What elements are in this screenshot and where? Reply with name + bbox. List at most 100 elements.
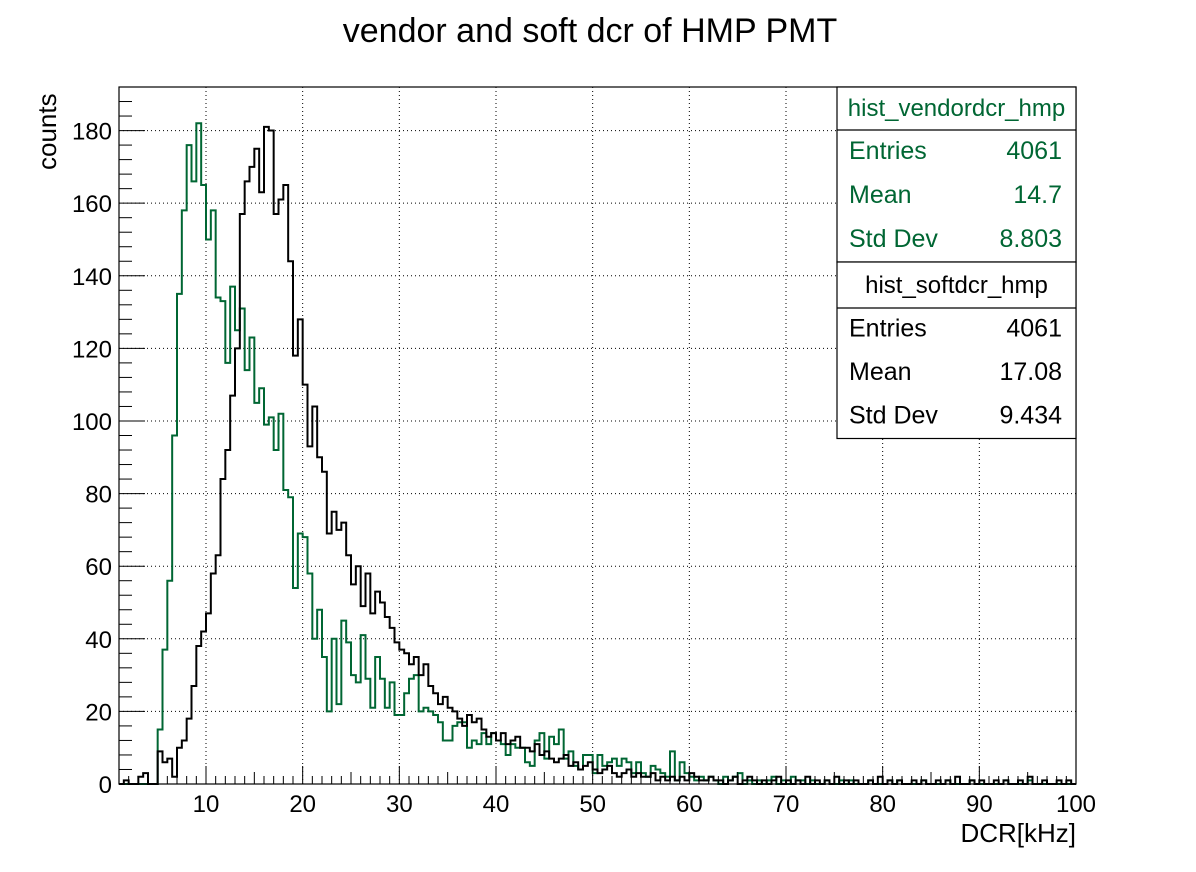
stats-box-hist_softdcr_hmp: hist_softdcr_hmp Entries 4061 Mean 17.08 Std … bbox=[836, 261, 1077, 440]
stats-box-title: hist_vendordcr_hmp bbox=[848, 95, 1065, 122]
y-tick-label: 40 bbox=[85, 627, 112, 654]
histogram-bin bbox=[269, 417, 274, 784]
histogram-bin bbox=[351, 584, 356, 784]
histogram-bin bbox=[424, 708, 429, 784]
histogram-bin bbox=[578, 769, 583, 784]
histogram-bin bbox=[351, 675, 356, 784]
histogram-bin bbox=[515, 748, 520, 784]
histogram-bin bbox=[254, 149, 259, 784]
histogram-bin bbox=[506, 755, 511, 784]
histogram-bin bbox=[457, 722, 462, 784]
stats-box-frame bbox=[836, 86, 1077, 263]
histogram-bin bbox=[206, 239, 211, 784]
histogram-bin bbox=[472, 722, 477, 784]
y-tick-label: 180 bbox=[72, 119, 112, 146]
histogram-bin bbox=[264, 425, 269, 784]
histogram-bin bbox=[569, 766, 574, 784]
histogram-bin bbox=[554, 744, 559, 784]
histogram-bin bbox=[337, 704, 342, 784]
histogram-bin bbox=[641, 777, 646, 784]
y-tick-label: 60 bbox=[85, 554, 112, 581]
x-tick-label: 20 bbox=[289, 791, 316, 818]
histogram-bin bbox=[269, 131, 274, 784]
stats-row-label: Entries bbox=[849, 315, 927, 343]
x-tick-label: 70 bbox=[773, 791, 800, 818]
stats-row-value: 4061 bbox=[1006, 315, 1062, 343]
histogram-bin bbox=[250, 337, 255, 784]
chart-title: vendor and soft dcr of HMP PMT bbox=[343, 12, 837, 50]
histogram-bin bbox=[216, 555, 221, 784]
histogram-bin bbox=[486, 744, 491, 784]
histogram-bin bbox=[399, 715, 404, 784]
histogram-bin bbox=[578, 769, 583, 784]
histogram-bin bbox=[259, 388, 264, 784]
stats-boxes: hist_vendordcr_hmp Entries 4061 Mean 14.7 Std… bbox=[836, 86, 1077, 440]
histogram-bin bbox=[235, 330, 240, 784]
stats-row-value: 14.7 bbox=[1013, 181, 1062, 209]
histogram-bin bbox=[409, 679, 414, 784]
histogram-bin bbox=[631, 777, 636, 784]
histogram-bin bbox=[457, 719, 462, 784]
histogram-bin bbox=[593, 773, 598, 784]
histogram-bin bbox=[264, 127, 269, 784]
histogram-bin bbox=[433, 715, 438, 784]
histogram-bin bbox=[274, 214, 279, 784]
x-tick-label: 100 bbox=[1056, 791, 1096, 818]
histogram-bin bbox=[245, 181, 250, 784]
y-tick-label: 80 bbox=[85, 482, 112, 509]
histogram-bin bbox=[646, 777, 651, 784]
histogram-bin bbox=[250, 167, 255, 784]
histogram-bin bbox=[356, 682, 361, 784]
stats-row-label: Mean bbox=[849, 181, 912, 209]
x-tick-label: 90 bbox=[966, 791, 993, 818]
histogram-bin bbox=[240, 308, 245, 784]
histogram-bin bbox=[370, 708, 375, 784]
histogram-bin bbox=[293, 588, 298, 784]
histogram-bin bbox=[225, 450, 230, 784]
histogram-bin bbox=[598, 773, 603, 784]
histogram-bin bbox=[617, 777, 622, 784]
histogram-bin bbox=[206, 613, 211, 784]
histogram-bin bbox=[404, 653, 409, 784]
x-tick-label: 80 bbox=[869, 791, 896, 818]
histogram-bin bbox=[496, 740, 501, 784]
stats-box-title: hist_softdcr_hmp bbox=[865, 272, 1048, 299]
stats-row-label: Std Dev bbox=[849, 402, 938, 430]
histogram-bin bbox=[496, 740, 501, 784]
histogram-bin bbox=[554, 762, 559, 784]
histogram-bin bbox=[419, 711, 424, 784]
axis-ticks: 10 20 30 40 50 60 70 80 90 100 0 20 40 60 80 100 120 140 1… bbox=[72, 86, 1096, 818]
histogram-bin bbox=[544, 759, 549, 784]
stats-row-value: 17.08 bbox=[999, 358, 1062, 386]
y-tick-label: 20 bbox=[85, 699, 112, 726]
histogram-bin bbox=[385, 708, 390, 784]
y-tick-label: 140 bbox=[72, 264, 112, 291]
x-axis-label: DCR[kHz] bbox=[960, 818, 1076, 848]
stats-row-label: Entries bbox=[849, 137, 927, 165]
histogram-bin bbox=[646, 777, 651, 784]
histogram-bin bbox=[395, 715, 400, 784]
y-axis-label: counts bbox=[32, 93, 62, 170]
histogram-bin bbox=[259, 192, 264, 784]
stats-row-label: Std Dev bbox=[849, 225, 938, 253]
histogram-bin bbox=[448, 740, 453, 784]
histogram-bin bbox=[182, 210, 187, 784]
histogram-bin bbox=[201, 185, 206, 784]
histogram-bin bbox=[443, 740, 448, 784]
histogram-bin bbox=[201, 632, 206, 784]
histogram-bin bbox=[433, 693, 438, 784]
y-tick-label: 100 bbox=[72, 409, 112, 436]
x-tick-label: 50 bbox=[579, 791, 606, 818]
histogram-bin bbox=[327, 711, 332, 784]
histogram-bin bbox=[245, 370, 250, 784]
y-tick-label: 160 bbox=[72, 191, 112, 218]
y-tick-label: 0 bbox=[99, 772, 112, 799]
stats-box-hist_vendordcr_hmp: hist_vendordcr_hmp Entries 4061 Mean 14.7 Std… bbox=[836, 86, 1077, 263]
histogram-bin bbox=[399, 650, 404, 784]
histogram-bin bbox=[274, 450, 279, 784]
stats-box-frame bbox=[836, 261, 1077, 440]
x-tick-label: 30 bbox=[386, 791, 413, 818]
histogram-bin bbox=[428, 711, 433, 784]
